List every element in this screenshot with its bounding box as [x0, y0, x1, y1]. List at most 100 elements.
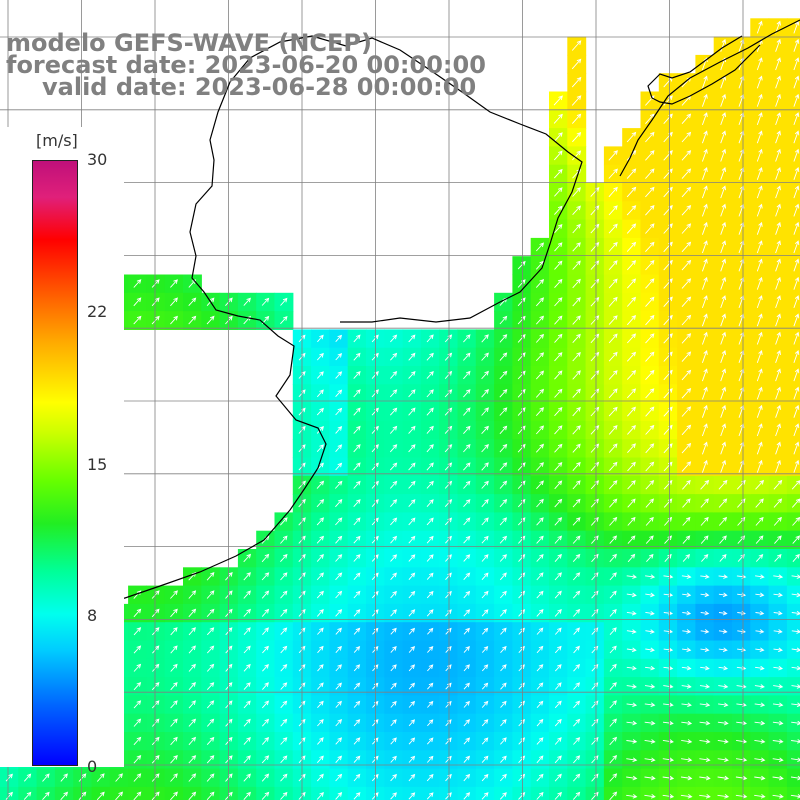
wind-arrow	[720, 167, 727, 180]
coastline-east	[619, 19, 800, 177]
wind-arrow	[390, 627, 397, 635]
wind-arrow	[718, 684, 729, 689]
wind-arrow	[408, 371, 416, 379]
wind-arrow	[463, 755, 471, 763]
wind-arrow	[390, 737, 397, 745]
wind-arrow	[572, 370, 581, 380]
wind-arrow	[681, 259, 692, 271]
wind-arrow	[793, 93, 800, 107]
wind-arrow	[773, 665, 784, 671]
wind-arrow	[463, 590, 471, 599]
wind-arrow	[115, 791, 124, 800]
wind-arrow	[553, 113, 563, 124]
wind-arrow	[681, 461, 692, 472]
wind-arrow	[243, 791, 251, 800]
wind-arrow	[720, 38, 727, 52]
wind-arrow	[701, 185, 708, 199]
wind-arrow	[280, 572, 288, 581]
wind-arrow	[626, 388, 637, 399]
wind-arrow	[681, 168, 692, 179]
wind-arrow	[772, 757, 784, 763]
wind-arrow	[536, 664, 544, 672]
wind-arrow	[720, 350, 727, 363]
wind-arrow	[554, 205, 563, 215]
wind-arrow	[500, 700, 507, 708]
wind-arrow	[573, 737, 581, 745]
wind-arrow	[682, 516, 691, 526]
wind-arrow	[5, 773, 13, 782]
wind-arrow	[645, 443, 655, 454]
wind-arrow	[645, 647, 655, 653]
wind-arrow	[317, 645, 324, 654]
wind-arrow	[680, 794, 693, 799]
wind-arrow	[206, 718, 215, 727]
wind-arrow	[793, 404, 800, 418]
wind-arrow	[681, 186, 692, 198]
wind-arrow	[609, 553, 617, 563]
wind-arrow	[664, 516, 673, 526]
wind-arrow	[773, 498, 783, 508]
wind-arrow	[335, 334, 343, 343]
wind-arrow	[645, 629, 655, 634]
wind-arrow	[518, 719, 526, 727]
wind-arrow	[243, 297, 251, 306]
wind-arrow	[499, 389, 508, 398]
wind-arrow	[756, 203, 763, 217]
wind-arrow	[572, 132, 582, 143]
wind-cell	[677, 786, 696, 800]
wind-arrow	[554, 590, 562, 599]
wind-arrow	[591, 700, 599, 709]
wind-arrow	[756, 75, 763, 89]
wind-arrow	[644, 775, 656, 781]
wind-arrow	[554, 407, 563, 417]
wind-arrow	[408, 792, 416, 800]
wind-arrow	[536, 498, 544, 508]
wind-arrow	[775, 185, 781, 199]
wind-arrow	[408, 444, 416, 453]
wind-arrow	[793, 38, 800, 52]
wind-arrow	[481, 352, 489, 361]
wind-arrow	[572, 205, 581, 216]
wind-arrow	[663, 702, 674, 708]
wind-arrow	[335, 609, 343, 617]
wind-arrow	[775, 423, 781, 437]
wind-arrow	[720, 203, 727, 217]
wind-arrow	[572, 461, 581, 472]
wind-arrow	[554, 737, 562, 745]
wind-arrow	[151, 736, 160, 746]
title-model: modelo GEFS-WAVE (NCEP)	[6, 29, 372, 57]
wind-arrow	[518, 737, 526, 745]
wind-arrow	[206, 700, 215, 709]
wind-arrow	[554, 664, 562, 672]
wind-arrow	[737, 516, 746, 526]
wind-arrow	[554, 443, 563, 453]
legend-unit: [m/s]	[36, 131, 78, 150]
wind-arrow	[481, 590, 489, 599]
wind-arrow	[793, 368, 800, 382]
wind-arrow	[463, 352, 471, 361]
wind-arrow	[591, 773, 599, 782]
wind-arrow	[408, 645, 416, 653]
wind-arrow	[481, 334, 489, 343]
wind-arrow	[408, 407, 416, 416]
wind-arrow	[791, 739, 800, 744]
wind-arrow	[553, 95, 563, 106]
wind-arrow	[151, 791, 160, 800]
wind-arrow	[681, 720, 693, 726]
wind-arrow	[775, 130, 781, 144]
wind-arrow	[573, 682, 581, 690]
wind-arrow	[627, 443, 636, 454]
wind-cell	[786, 530, 800, 550]
wind-arrow	[773, 479, 783, 490]
wind-arrow	[463, 462, 471, 471]
wind-arrow	[701, 331, 708, 345]
wind-arrow	[773, 610, 783, 616]
wind-arrow	[353, 700, 361, 708]
wind-arrow	[681, 442, 692, 454]
wind-arrow	[536, 773, 544, 782]
wind-arrow	[536, 554, 544, 562]
wind-cell	[786, 677, 800, 696]
wind-arrow	[718, 498, 728, 508]
wind-arrow	[500, 755, 507, 763]
wind-arrow	[608, 260, 618, 271]
